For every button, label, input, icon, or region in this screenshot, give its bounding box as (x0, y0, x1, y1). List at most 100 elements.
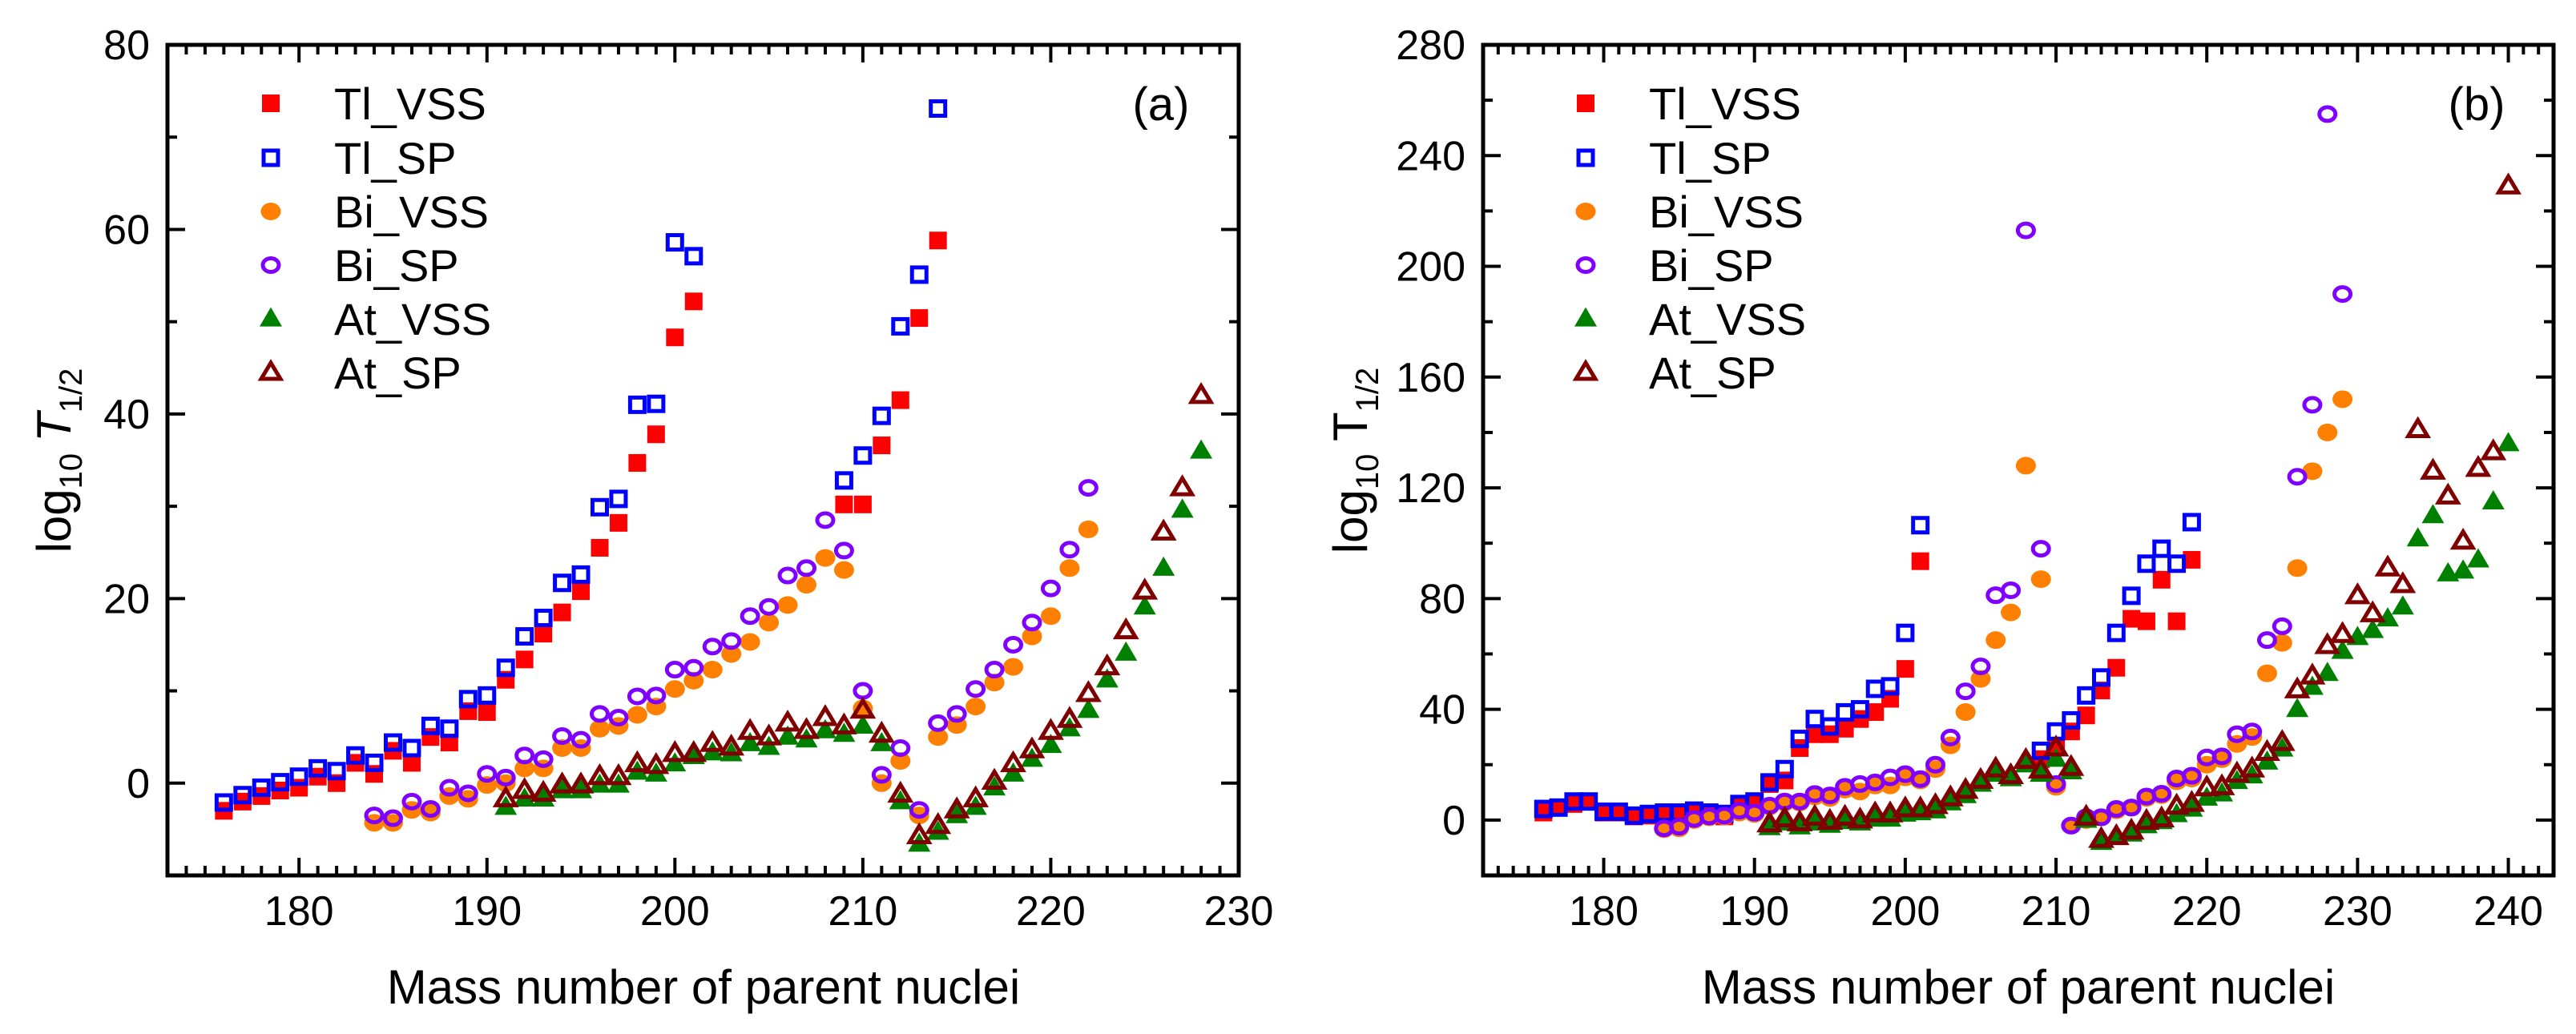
data-point (590, 497, 609, 517)
data-point (2152, 570, 2171, 589)
x-tick-label: 210 (2022, 888, 2091, 935)
data-point (1190, 439, 1213, 459)
legend-marker (260, 307, 282, 327)
data-point (2122, 586, 2141, 606)
data-point (2389, 571, 2417, 593)
data-point (2465, 455, 2492, 477)
data-point (643, 752, 670, 774)
data-point (627, 687, 647, 706)
data-point (571, 565, 591, 584)
data-point (813, 718, 836, 738)
data-point (1059, 559, 1080, 577)
legend-item-tl-sp: Tl_SP (261, 133, 457, 183)
data-point (2106, 623, 2126, 642)
x-tick-label: 190 (1719, 888, 1789, 935)
data-point (440, 719, 459, 738)
data-point (477, 765, 498, 783)
data-point (549, 771, 575, 794)
data-point (421, 716, 440, 735)
data-point (647, 394, 666, 413)
data-point (909, 801, 929, 819)
data-point (890, 738, 911, 757)
data-point (570, 730, 591, 749)
legend-label: Bi_SP (334, 240, 459, 291)
data-point (777, 596, 798, 614)
data-point (532, 787, 555, 807)
data-point (2272, 634, 2292, 652)
data-point (553, 573, 572, 593)
data-point (1925, 755, 1946, 774)
data-point (1039, 734, 1062, 754)
legend-marker (262, 95, 280, 112)
x-tick-label: 200 (1870, 888, 1940, 935)
data-point (929, 231, 947, 250)
data-point (680, 740, 707, 762)
data-point (815, 511, 836, 529)
x-tick-label: 240 (2473, 888, 2543, 935)
data-point (1866, 703, 1885, 722)
plot-area-a (214, 99, 1215, 852)
legend-label: Tl_VSS (1649, 78, 1801, 129)
data-point (1756, 810, 1783, 833)
data-point (2302, 396, 2323, 414)
data-point (796, 576, 817, 594)
data-point (739, 731, 762, 751)
data-point (1775, 759, 1794, 779)
data-point (796, 559, 817, 577)
x-tick-label: 220 (1016, 888, 1086, 935)
y-axis-title-b: log10 T1/2 (1324, 368, 1385, 553)
data-point (665, 233, 684, 252)
data-point (2480, 438, 2507, 461)
data-point (1022, 627, 1042, 646)
panel-label-b: (b) (2449, 78, 2505, 131)
data-point (740, 607, 760, 626)
x-tick-label: 210 (828, 888, 897, 935)
data-point (965, 698, 986, 716)
data-point (815, 549, 836, 567)
y-tick-label: 60 (103, 207, 150, 253)
data-point (1805, 725, 1824, 743)
data-point (793, 717, 820, 739)
data-point (327, 762, 346, 781)
data-point (1911, 516, 1930, 535)
data-point (721, 645, 742, 663)
data-point (1816, 807, 1844, 831)
data-point (2073, 803, 2100, 826)
legend-marker (261, 148, 280, 167)
data-point (2121, 799, 2142, 817)
data-point (2344, 582, 2371, 605)
data-point (534, 625, 553, 643)
data-point (890, 752, 911, 770)
data-point (1940, 728, 1961, 746)
data-point (2178, 790, 2205, 812)
x-axis-a: 180 190 200 210 220 230 (166, 45, 1273, 935)
data-point (2272, 617, 2292, 635)
data-point (891, 316, 910, 336)
series-tl-sp (1534, 513, 2201, 825)
data-point (2452, 559, 2475, 579)
data-point (289, 767, 308, 787)
data-point (587, 762, 613, 786)
data-point (1967, 766, 1994, 789)
data-point (2359, 600, 2386, 622)
panel-b: (b) Mass number of parent nuclei log10 T… (1324, 22, 2556, 1014)
data-point (458, 690, 478, 709)
legend-label: Tl_SP (1649, 133, 1772, 183)
data-point (736, 718, 764, 740)
data-point (1998, 762, 2025, 785)
data-point (756, 723, 783, 746)
data-point (1094, 653, 1121, 676)
data-point (1832, 803, 1859, 826)
data-point (2449, 527, 2477, 550)
legend-label: Bi_SP (1649, 240, 1774, 291)
data-point (308, 758, 328, 778)
data-point (627, 395, 647, 414)
data-point (887, 780, 914, 803)
data-point (1896, 623, 1915, 642)
data-point (533, 750, 554, 768)
data-point (683, 671, 704, 690)
data-point (2151, 785, 2172, 803)
data-point (1877, 800, 1904, 823)
data-point (1881, 677, 1900, 696)
data-point (981, 767, 1008, 790)
